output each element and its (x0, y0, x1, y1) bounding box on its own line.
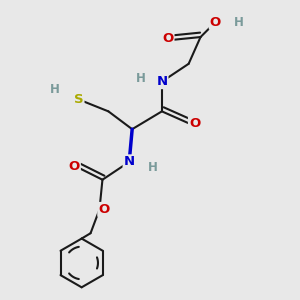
Text: H: H (234, 16, 244, 29)
Text: N: N (124, 155, 135, 168)
Text: N: N (156, 75, 167, 88)
Text: H: H (148, 161, 158, 174)
Text: O: O (210, 16, 221, 29)
Text: S: S (74, 93, 83, 106)
Text: H: H (136, 72, 146, 85)
Text: O: O (162, 32, 173, 45)
Text: O: O (69, 160, 80, 173)
Text: O: O (189, 117, 200, 130)
Text: O: O (98, 203, 110, 216)
Text: H: H (50, 82, 60, 96)
